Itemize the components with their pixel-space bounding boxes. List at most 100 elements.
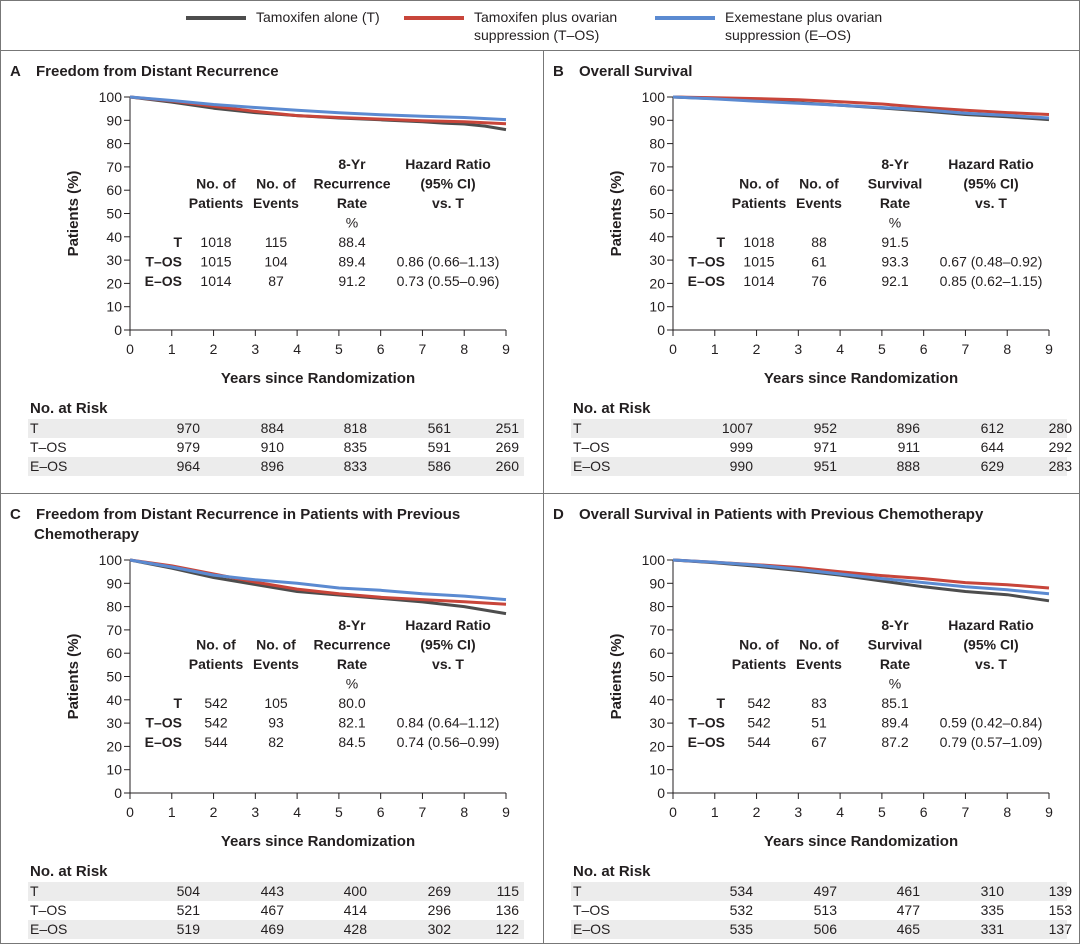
x-tick-label: 2 <box>210 804 218 820</box>
y-tick-label: 100 <box>99 89 123 105</box>
risk-value: 1007 <box>721 420 753 436</box>
table-events: 104 <box>264 254 288 270</box>
x-axis-label: Years since Randomization <box>221 833 415 850</box>
risk-row: T 534 497 461 310 139 <box>571 882 1072 901</box>
table-header: Hazard Ratio <box>405 156 491 172</box>
x-axis-label: Years since Randomization <box>764 833 958 850</box>
y-tick-label: 90 <box>106 575 122 591</box>
panel-title-text: Overall Survival <box>579 63 693 80</box>
table-group-label: E–OS <box>145 273 182 289</box>
table-events: 61 <box>811 254 827 270</box>
chart-svg: 0 10 20 30 40 50 60 70 80 90 100 0 1 2 3 4 5 6 7 8 9 Years si… <box>65 89 510 387</box>
risk-row: E–OS 519 469 428 302 122 <box>28 920 524 939</box>
table-events: 82 <box>268 734 284 750</box>
table-header: Patients <box>189 195 244 211</box>
risk-value: 964 <box>176 458 200 474</box>
risk-value: 951 <box>813 458 837 474</box>
y-axis-label: Patients (%) <box>608 634 625 720</box>
table-events: 115 <box>265 234 288 250</box>
table-rate: 93.3 <box>881 254 908 270</box>
risk-value: 335 <box>980 902 1004 918</box>
risk-value: 153 <box>1048 902 1072 918</box>
table-header: No. of <box>196 176 236 192</box>
table-header: Patients <box>732 195 787 211</box>
x-tick-label: 9 <box>502 804 510 820</box>
x-tick-label: 7 <box>962 804 970 820</box>
table-header: No. of <box>256 176 296 192</box>
table-header: 8-Yr <box>881 617 909 633</box>
table-header: Events <box>253 656 299 672</box>
series-line-tos <box>672 95 1050 116</box>
table-patients: 542 <box>747 715 771 731</box>
panel-title: C Freedom from Distant Recurrence in Pati… <box>10 505 530 545</box>
table-header: Rate <box>337 195 368 211</box>
risk-title: No. at Risk <box>573 863 651 880</box>
table-header: Patients <box>732 656 787 672</box>
x-tick-label: 5 <box>878 341 886 357</box>
table-events: 93 <box>268 715 284 731</box>
risk-value: 833 <box>343 458 367 474</box>
table-events: 105 <box>264 695 288 711</box>
table-header: No. of <box>739 637 779 653</box>
risk-value: 535 <box>729 921 753 937</box>
table-hazard-ratio: 0.73 (0.55–0.96) <box>397 273 500 289</box>
risk-value: 519 <box>176 921 200 937</box>
risk-value: 835 <box>343 439 367 455</box>
risk-value: 884 <box>260 420 284 436</box>
x-tick-label: 0 <box>669 804 677 820</box>
y-tick-label: 60 <box>649 645 665 661</box>
x-tick-label: 0 <box>126 341 134 357</box>
legend-label-eos: Exemestane plus ovarian suppression (E–O… <box>725 9 883 43</box>
x-tick-label: 9 <box>1045 804 1053 820</box>
risk-value: 504 <box>176 883 200 899</box>
y-tick-label: 70 <box>106 159 122 175</box>
panel-title-line2: Chemotherapy <box>34 526 140 543</box>
risk-value: 136 <box>495 902 519 918</box>
table-header: vs. T <box>432 656 464 672</box>
legend-label-tos: Tamoxifen plus ovarian suppression (T–OS… <box>474 9 618 43</box>
risk-row: T–OS 999 971 911 644 292 <box>571 438 1072 457</box>
y-tick-label: 20 <box>106 738 122 754</box>
y-tick-label: 100 <box>642 89 666 105</box>
table-rate: 91.5 <box>881 234 908 250</box>
y-tick-label: 0 <box>114 785 122 801</box>
table-rate: 87.2 <box>881 734 908 750</box>
table-patients: 1014 <box>200 273 231 289</box>
x-tick-label: 7 <box>419 341 427 357</box>
table-hazard-ratio: 0.67 (0.48–0.92) <box>940 254 1043 270</box>
risk-value: 292 <box>1048 439 1072 455</box>
risk-value: 591 <box>427 439 451 455</box>
risk-value: 911 <box>897 439 920 455</box>
risk-row-label: E–OS <box>573 921 611 937</box>
table-hazard-ratio: 0.79 (0.57–1.09) <box>940 734 1043 750</box>
risk-row-label: T <box>573 420 582 436</box>
risk-value: 586 <box>427 458 451 474</box>
table-patients: 542 <box>747 695 771 711</box>
table-rate: 92.1 <box>881 273 908 289</box>
x-tick-label: 8 <box>1003 341 1011 357</box>
x-tick-label: 6 <box>377 804 385 820</box>
table-header: 8-Yr <box>338 156 366 172</box>
risk-value: 477 <box>896 902 920 918</box>
risk-value: 331 <box>980 921 1004 937</box>
table-patients: 1018 <box>200 234 231 250</box>
series-line-eos <box>129 558 507 602</box>
y-tick-label: 100 <box>642 552 666 568</box>
x-tick-label: 7 <box>962 341 970 357</box>
x-tick-label: 4 <box>293 804 301 820</box>
table-hazard-ratio: 0.59 (0.42–0.84) <box>940 715 1043 731</box>
table-rate: 84.5 <box>338 734 365 750</box>
x-tick-label: 8 <box>460 341 468 357</box>
table-group-label: T–OS <box>688 715 725 731</box>
risk-row: T–OS 979 910 835 591 269 <box>28 438 524 457</box>
series-line-t <box>672 558 1050 603</box>
chart-svg: 0 10 20 30 40 50 60 70 80 90 100 0 1 2 3 4 5 6 7 8 9 Years si… <box>65 552 510 850</box>
table-header: % <box>346 215 358 231</box>
y-tick-label: 80 <box>649 136 665 152</box>
risk-row-label: T–OS <box>573 439 610 455</box>
x-tick-label: 4 <box>293 341 301 357</box>
table-group-label: T <box>173 695 182 711</box>
y-tick-label: 30 <box>106 252 122 268</box>
table-header: Recurrence <box>313 637 390 653</box>
y-axis-label: Patients (%) <box>65 171 82 257</box>
